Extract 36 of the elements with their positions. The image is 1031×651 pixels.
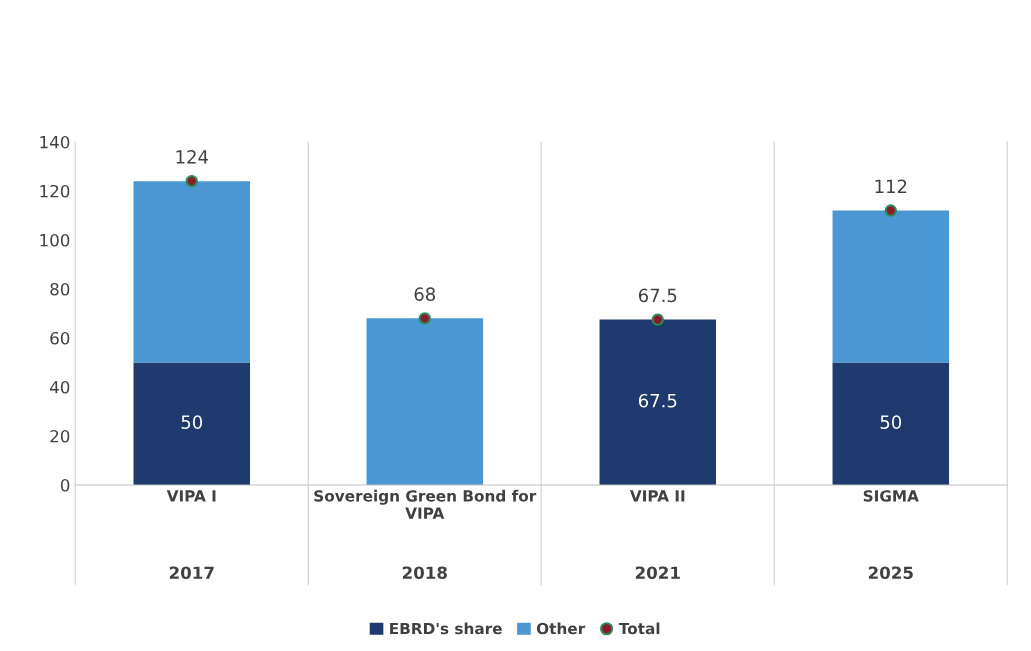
y-tick-label: 0: [60, 478, 70, 492]
legend-label: Total: [618, 622, 660, 635]
y-tick-label: 120: [40, 184, 70, 198]
x-tick-label: Sovereign Green Bond for VIPA: [314, 489, 537, 519]
data-label: 112: [875, 179, 907, 193]
y-tick-label: 60: [50, 331, 70, 345]
data-label: 68: [414, 287, 436, 301]
bar: [133, 181, 251, 363]
bar: [366, 318, 484, 485]
bar: [832, 210, 950, 363]
bar: [599, 319, 717, 485]
point: [418, 312, 431, 325]
y-tick-label: 20: [50, 429, 70, 443]
point: [185, 174, 198, 188]
data-label: 50: [880, 415, 902, 429]
y-tick-label: 40: [50, 380, 70, 394]
data-label: 67.5: [638, 393, 677, 408]
legend-label: Other: [536, 622, 586, 635]
bar: [832, 362, 950, 485]
point: [651, 313, 664, 326]
data-label: 124: [176, 150, 208, 164]
text: 2025: [868, 566, 913, 580]
text: 2018: [402, 566, 447, 580]
legend-label: EBRD's share: [390, 622, 502, 635]
point: [884, 204, 897, 217]
data-label: 67.5: [638, 288, 677, 303]
text: 2017: [169, 566, 214, 580]
y-tick-label: 80: [50, 282, 70, 296]
bar: [133, 362, 251, 485]
data-label: 50: [181, 415, 203, 429]
y-tick-label: 140: [40, 135, 70, 149]
x-tick-label: VIPA II: [629, 490, 685, 502]
y-tick-label: 100: [40, 233, 70, 247]
x-tick-label: SIGMA: [863, 490, 919, 502]
x-tick-label: VIPA I: [166, 490, 216, 502]
text: 2021: [635, 566, 680, 580]
